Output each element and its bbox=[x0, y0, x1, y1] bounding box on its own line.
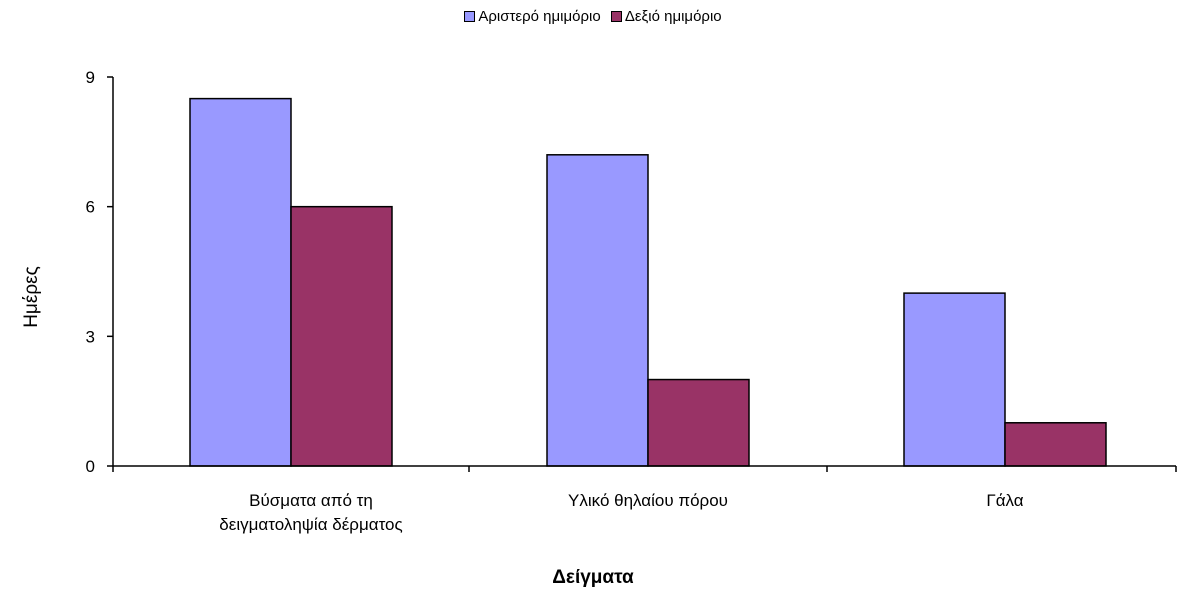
y-tick-label: 9 bbox=[86, 68, 95, 87]
x-tick-label-2: Υλικό θηλαίου πόρου bbox=[568, 491, 728, 510]
y-tick-label: 6 bbox=[86, 198, 95, 217]
y-axis-label: Ημέρες bbox=[21, 266, 42, 328]
legend-swatch-right bbox=[610, 11, 622, 22]
bar-left-1 bbox=[189, 97, 292, 467]
bar-right-3 bbox=[1004, 422, 1107, 467]
x-tick-label-1: Βύσματα από τη δειγματοληψία δέρματος bbox=[219, 491, 403, 534]
bar-left-3 bbox=[903, 292, 1006, 467]
y-tick-label: 0 bbox=[86, 457, 95, 476]
legend: Αριστερό ημιμόριο Δεξιό ημιμόριο bbox=[0, 8, 1186, 26]
x-tick-label-3: Γάλα bbox=[986, 491, 1024, 510]
bar-right-2 bbox=[647, 378, 750, 467]
x-axis-label: Δείγματα bbox=[552, 567, 634, 588]
x-axis bbox=[112, 465, 1177, 472]
legend-item-left: Αριστερό ημιμόριο bbox=[464, 8, 601, 25]
bars bbox=[189, 97, 1107, 467]
legend-item-right: Δεξιό ημιμόριο bbox=[610, 8, 722, 25]
legend-swatch-left bbox=[464, 11, 476, 22]
y-axis: 0 3 6 9 bbox=[86, 68, 114, 476]
legend-label-right: Δεξιό ημιμόριο bbox=[624, 8, 722, 25]
bar-right-1 bbox=[290, 205, 393, 467]
y-tick-label: 3 bbox=[86, 327, 95, 346]
bar-left-2 bbox=[546, 154, 649, 467]
legend-label-left: Αριστερό ημιμόριο bbox=[478, 8, 601, 25]
